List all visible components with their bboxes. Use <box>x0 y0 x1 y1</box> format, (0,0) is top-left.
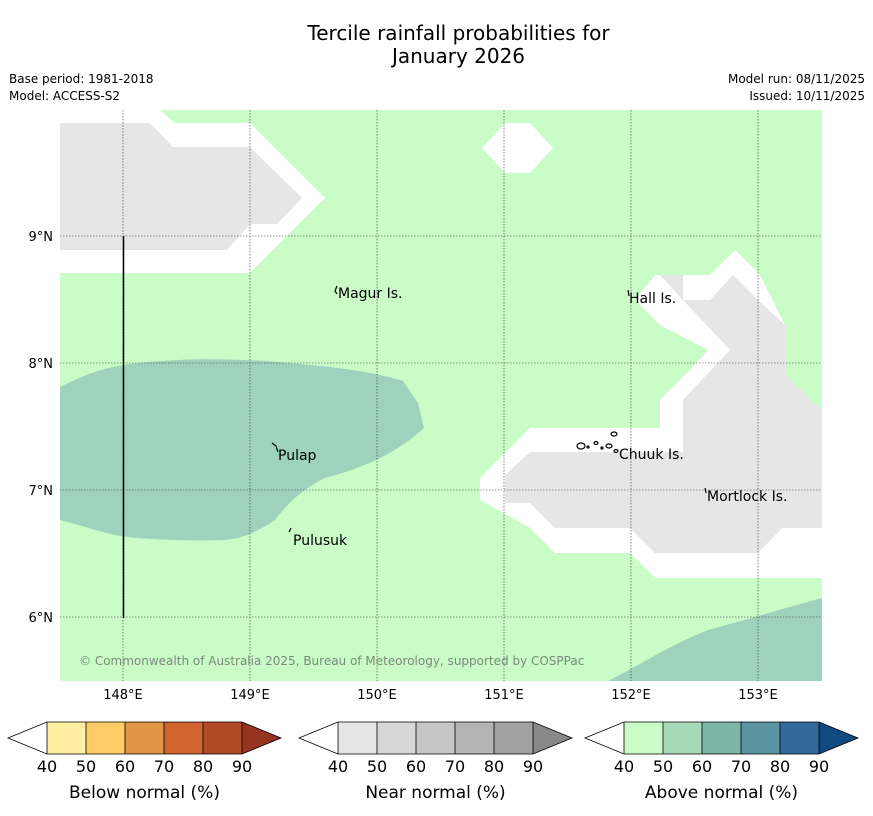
colorbar-segment <box>780 722 819 754</box>
colorbar-segment <box>86 722 125 754</box>
place-label-chuuk: Chuuk Is. <box>619 447 684 463</box>
colorbar-segment <box>741 722 780 754</box>
meta-left: Base period: 1981-2018 Model: ACCESS-S2 <box>9 71 154 105</box>
colorbar-tick-label: 60 <box>115 757 135 776</box>
colorbar-tick-label: 80 <box>484 757 504 776</box>
model-run: Model run: 08/11/2025 <box>727 72 865 86</box>
lat-tick-labels: 9°N 8°N 7°N 6°N <box>29 230 54 626</box>
place-label-pulusuk: Pulusuk <box>293 533 348 549</box>
issued-date: Issued: 10/11/2025 <box>749 89 865 103</box>
place-label-pulap: Pulap <box>278 448 317 464</box>
colorbar-segment <box>338 722 377 754</box>
colorbar-tick-label: 40 <box>614 757 634 776</box>
colorbar-legends: 40 50 60 70 80 90 Below normal (%) 40 50 60 70 80 90… <box>6 721 860 803</box>
colorbar-tick-label: 50 <box>76 757 96 776</box>
colorbar-tick-label: 80 <box>770 757 790 776</box>
model-name: Model: ACCESS-S2 <box>9 89 121 103</box>
colorbar-tick-label: 70 <box>154 757 174 776</box>
colorbar-segment <box>416 722 455 754</box>
colorbar-segment <box>47 722 86 754</box>
colorbar-tick-label: 80 <box>193 757 213 776</box>
colorbar-segment <box>702 722 741 754</box>
colorbar-0: 40 50 60 70 80 90 Below normal (%) <box>6 721 283 803</box>
lon-tick: 150°E <box>357 688 397 703</box>
above-normal-50-zone-se <box>608 598 822 681</box>
colorbar-segment <box>125 722 164 754</box>
island-pulusuk <box>288 527 292 533</box>
colorbar-title: Below normal (%) <box>69 783 220 803</box>
island-mortlock <box>704 487 707 494</box>
island-chuuk <box>576 431 619 454</box>
colorbar-tick-label: 40 <box>37 757 57 776</box>
colorbar-tick-label: 90 <box>523 757 543 776</box>
lat-tick: 7°N <box>29 484 54 499</box>
colorbar-tick-label: 90 <box>232 757 252 776</box>
lat-tick: 8°N <box>29 357 54 372</box>
lon-tick: 149°E <box>230 688 270 703</box>
meta-right: Model run: 08/11/2025 Issued: 10/11/2025 <box>728 71 865 105</box>
colorbar-tick-label: 60 <box>692 757 712 776</box>
white-zone-island <box>482 123 553 173</box>
map-area: © Commonwealth of Australia 2025, Bureau… <box>60 110 822 681</box>
colorbar-tick-label: 40 <box>328 757 348 776</box>
lon-tick: 153°E <box>738 688 778 703</box>
island-magur <box>334 285 338 295</box>
colorbar-segment <box>455 722 494 754</box>
colorbar-segment <box>494 722 533 754</box>
near-normal-zone-nw <box>60 123 302 250</box>
lon-tick-labels: 148°E 149°E 150°E 151°E 152°E 153°E <box>103 688 778 703</box>
place-label-hall: Hall Is. <box>629 291 676 307</box>
colorbar-left-extend <box>299 722 338 754</box>
colorbar-tick-label: 50 <box>653 757 673 776</box>
islands <box>271 285 707 533</box>
colorbar-tick-label: 70 <box>445 757 465 776</box>
lon-tick: 151°E <box>484 688 524 703</box>
colorbar-segment <box>203 722 242 754</box>
copyright-text: © Commonwealth of Australia 2025, Bureau… <box>79 654 584 668</box>
place-labels: Magur Is. Hall Is. Pulap Chuuk Is. Mortl… <box>278 286 787 549</box>
island-pulap <box>271 442 279 453</box>
colorbar-1: 40 50 60 70 80 90 Near normal (%) <box>297 721 574 803</box>
lat-tick: 6°N <box>29 611 54 626</box>
title-line-2: January 2026 <box>391 44 526 68</box>
colorbar-title: Above normal (%) <box>645 783 798 803</box>
colorbar-segment <box>624 722 663 754</box>
colorbar-tick-label: 90 <box>809 757 829 776</box>
colorbar-left-extend <box>8 722 47 754</box>
colorbar-tick-label: 50 <box>367 757 387 776</box>
title-line-1: Tercile rainfall probabilities for <box>307 21 610 45</box>
colorbar-2: 40 50 60 70 80 90 Above normal (%) <box>583 721 860 803</box>
lon-tick: 148°E <box>103 688 143 703</box>
map-title: Tercile rainfall probabilities for Janua… <box>0 22 873 68</box>
above-normal-50-zone-west <box>60 359 424 541</box>
colorbar-right-extend <box>819 722 858 754</box>
base-period: Base period: 1981-2018 <box>9 72 154 86</box>
lat-tick: 9°N <box>29 230 54 245</box>
lon-tick: 152°E <box>611 688 651 703</box>
colorbar-tick-label: 70 <box>731 757 751 776</box>
colorbar-segment <box>663 722 702 754</box>
colorbar-segment <box>377 722 416 754</box>
place-label-magur: Magur Is. <box>338 286 403 302</box>
colorbar-right-extend <box>533 722 572 754</box>
colorbar-right-extend <box>242 722 281 754</box>
colorbar-title: Near normal (%) <box>365 783 505 803</box>
colorbar-tick-label: 60 <box>406 757 426 776</box>
place-label-mortlock: Mortlock Is. <box>707 489 787 505</box>
colorbar-left-extend <box>585 722 624 754</box>
island-hall <box>627 289 630 297</box>
near-normal-zone-east-inner <box>683 275 822 430</box>
colorbar-segment <box>164 722 203 754</box>
